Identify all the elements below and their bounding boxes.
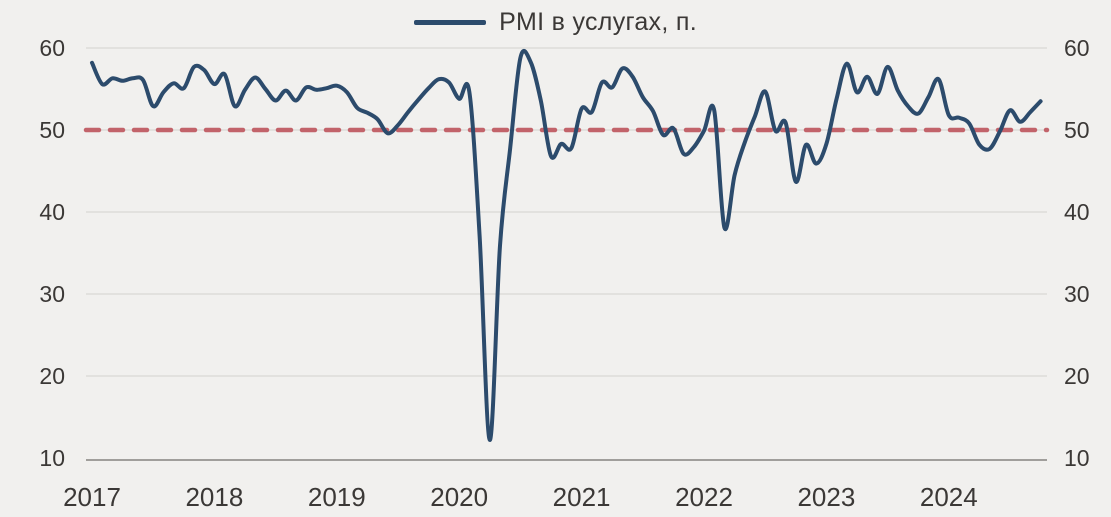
x-axis-label: 2022 [675,482,733,512]
y-axis-label-left: 40 [39,199,65,225]
gridlines-group [86,47,1047,461]
x-axis-label: 2018 [185,482,243,512]
y-axis-label-left: 60 [39,35,65,61]
x-axis-label: 2020 [430,482,488,512]
series-group [90,48,1043,443]
x-axis-label: 2019 [308,482,366,512]
x-axis-label: 2023 [797,482,855,512]
y-axis-label-right: 30 [1064,281,1090,307]
y-axis-label-right: 40 [1064,199,1090,225]
pmi-series-line [90,48,1043,443]
x-axis-label: 2021 [553,482,611,512]
y-axis-label-right: 10 [1064,445,1090,471]
y-axis-label-right: 60 [1064,35,1090,61]
y-axis-label-left: 50 [39,117,65,143]
x-axis-label: 2017 [63,482,121,512]
y-axis-label-right: 50 [1064,117,1090,143]
y-axis-label-left: 30 [39,281,65,307]
y-axis-label-left: 10 [39,445,65,471]
y-axis-label-left: 20 [39,363,65,389]
x-axis-label: 2024 [920,482,978,512]
y-axis-label-right: 20 [1064,363,1090,389]
